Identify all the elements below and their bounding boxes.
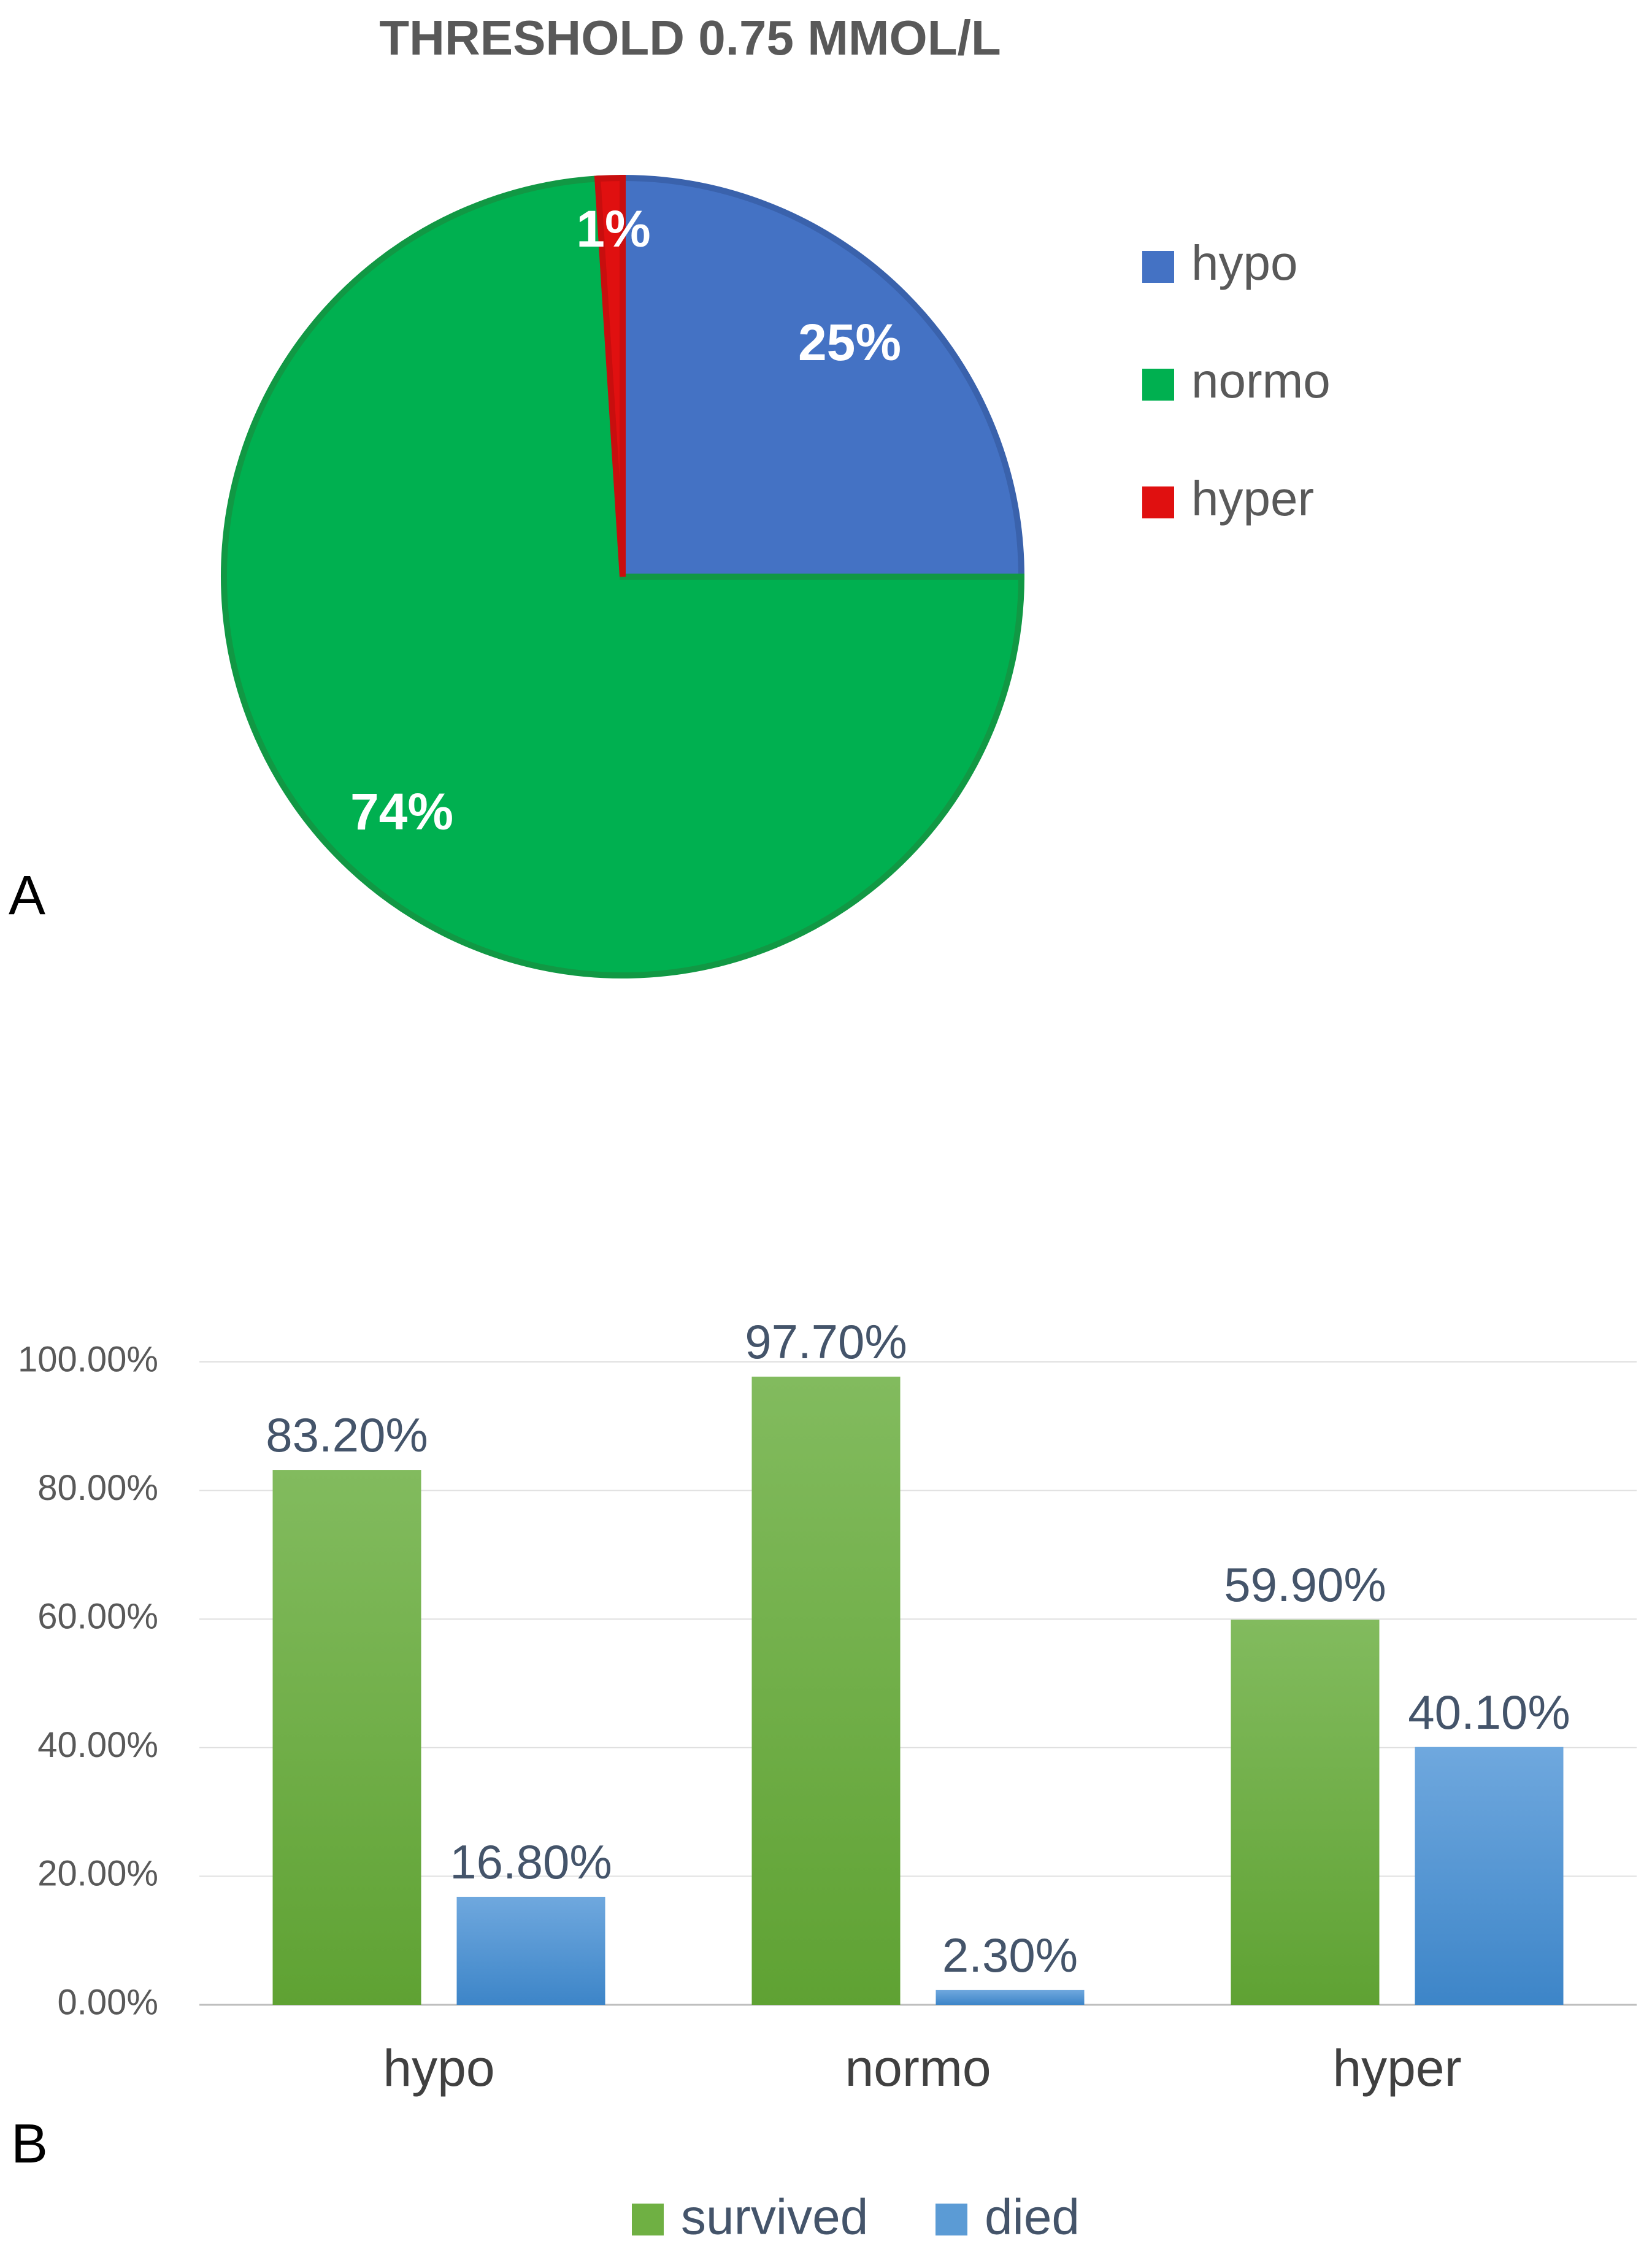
- legend-swatch-hyper: [1142, 486, 1174, 518]
- x-tick-label-hyper: hyper: [1332, 2039, 1461, 2097]
- bar-label-died-normo: 2.30%: [942, 1928, 1078, 1982]
- bar-data-labels: 83.20% 16.80% 97.70% 2.30% 59.90% 40.10%: [266, 1315, 1570, 1982]
- x-tick-label-hypo: hypo: [383, 2039, 494, 2097]
- legend-label-normo: normo: [1191, 353, 1331, 408]
- pie-slice-normo: [221, 175, 1025, 978]
- legend-swatch-hypo: [1142, 251, 1174, 283]
- bar-survived-normo: [751, 1377, 901, 2005]
- y-tick-label: 80.00%: [37, 1468, 158, 1508]
- pie-label-hyper: 1%: [576, 200, 650, 258]
- bar-legend: survived died: [632, 2189, 1080, 2241]
- pie-slice-hypo: [620, 174, 1025, 580]
- pie-label-hypo: 25%: [798, 313, 901, 371]
- legend-label-hyper: hyper: [1191, 471, 1314, 526]
- y-tick-label: 60.00%: [37, 1597, 158, 1637]
- bar-x-tick-labels: hypo normo hyper: [383, 2039, 1461, 2097]
- legend-label-died: died: [985, 2189, 1080, 2241]
- pie-label-normo: 74%: [350, 783, 453, 840]
- y-tick-label: 100.00%: [18, 1339, 158, 1379]
- pie-legend: hypo normo hyper: [1142, 236, 1331, 526]
- bar-label-survived-normo: 97.70%: [745, 1315, 907, 1369]
- bar-survived-hyper: [1231, 1620, 1380, 2005]
- bar-gridlines: [199, 1361, 1637, 2006]
- bar-label-died-hyper: 40.10%: [1408, 1685, 1570, 1739]
- y-tick-label: 40.00%: [37, 1725, 158, 1765]
- bar-label-survived-hypo: 83.20%: [266, 1408, 428, 1462]
- legend-swatch-normo: [1142, 369, 1174, 401]
- legend-label-hypo: hypo: [1191, 236, 1297, 290]
- pie-chart-panel: THRESHOLD 0.75 MMOL/L 25% 74% 1% hypo normo…: [9, 10, 1331, 978]
- legend-swatch-survived: [632, 2204, 664, 2235]
- pie-chart-title: THRESHOLD 0.75 MMOL/L: [379, 10, 1001, 65]
- panel-label-a: A: [9, 865, 45, 926]
- bar-died-normo: [935, 1989, 1085, 2005]
- bar-died-hyper: [1415, 1747, 1564, 2005]
- pie-slices: [221, 174, 1025, 978]
- pie-data-labels: 25% 74% 1%: [350, 200, 901, 840]
- bar-died-hypo: [456, 1896, 605, 2005]
- legend-label-survived: survived: [681, 2189, 868, 2241]
- panel-label-b: B: [11, 2113, 48, 2175]
- bar-survived-hypo: [272, 1470, 421, 2005]
- pie-slice-hyper: [594, 174, 626, 577]
- y-tick-label: 20.00%: [37, 1854, 158, 1894]
- x-tick-label-normo: normo: [845, 2039, 991, 2097]
- bar-label-died-hypo: 16.80%: [450, 1835, 612, 1889]
- legend-swatch-died: [935, 2204, 967, 2235]
- bar-chart-panel: 0.00% 20.00% 40.00% 60.00% 80.00% 100.00% 83.…: [11, 1315, 1637, 2241]
- bar-bars: [272, 1377, 1564, 2005]
- bar-label-survived-hyper: 59.90%: [1224, 1558, 1386, 1612]
- bar-y-tick-labels: 0.00% 20.00% 40.00% 60.00% 80.00% 100.00%: [18, 1339, 158, 2022]
- y-tick-label: 0.00%: [58, 1982, 158, 2022]
